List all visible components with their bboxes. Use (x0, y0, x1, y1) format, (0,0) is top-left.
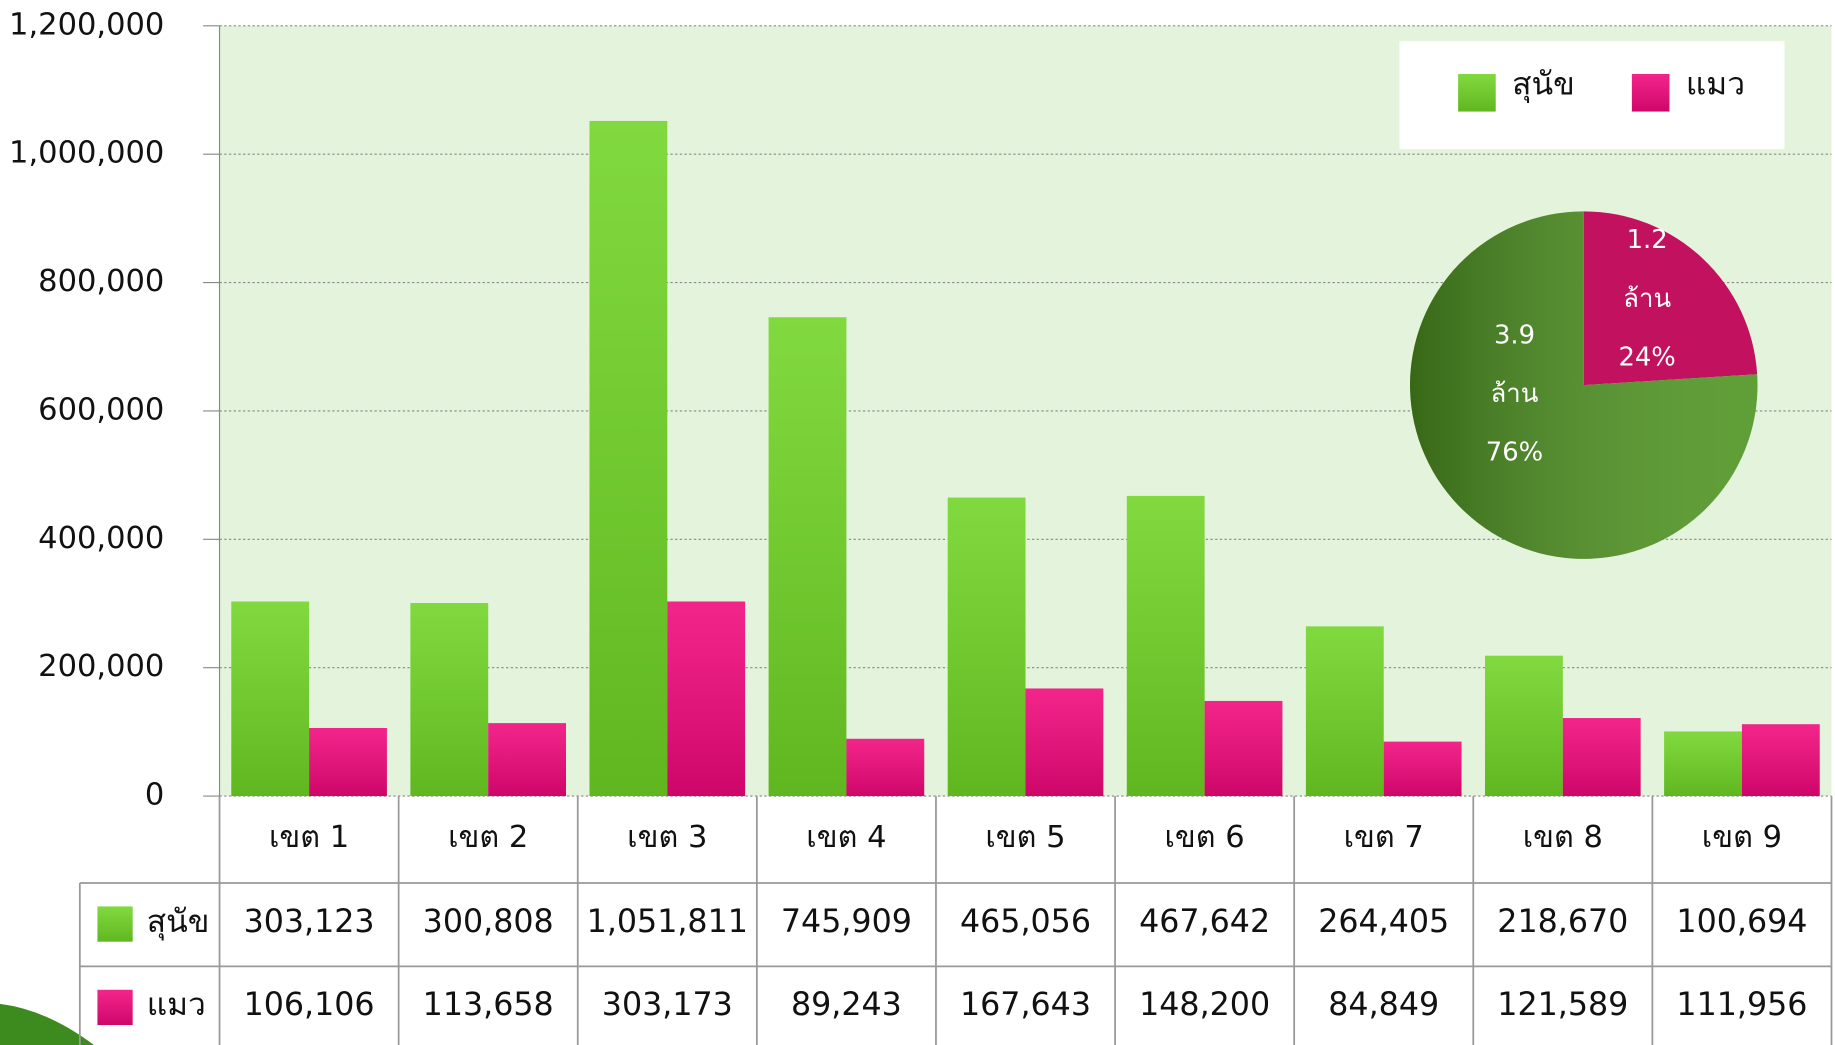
bar-shade (1026, 688, 1104, 796)
table-cell: 465,056 (960, 904, 1091, 940)
y-tick-label: 0 (145, 778, 164, 813)
bar-shade (1205, 701, 1283, 796)
table-cell: 84,849 (1328, 987, 1439, 1023)
bar-shade (1664, 731, 1742, 796)
x-tick-label: เขต 1 (269, 820, 349, 855)
x-tick-label: เขต 8 (1523, 820, 1603, 855)
table-cell: 113,658 (423, 987, 554, 1023)
table-row-label: สุนัข (147, 904, 210, 941)
table-cell: 100,694 (1676, 904, 1807, 940)
table-cell: 745,909 (781, 904, 912, 940)
bar-shade (769, 317, 847, 796)
y-tick-label: 200,000 (38, 649, 164, 684)
bar-shade (231, 602, 309, 797)
bar-shade (1742, 724, 1820, 796)
swatch-shade (97, 990, 132, 1025)
bar-shade (488, 723, 566, 796)
table-row-label: แมว (147, 987, 206, 1023)
x-tick-label: เขต 9 (1702, 820, 1782, 855)
pie-percent: 24% (1618, 343, 1675, 373)
bar-shade (1563, 718, 1641, 796)
bar-shade (1384, 742, 1462, 796)
bar-shade (948, 498, 1026, 797)
table-cell: 303,123 (244, 904, 375, 940)
pie-percent: 76% (1486, 438, 1543, 468)
pie-amount: 1.2 (1627, 225, 1668, 255)
table-cell: 300,808 (423, 904, 554, 940)
x-tick-label: เขต 6 (1164, 820, 1244, 855)
pie-unit: ล้าน (1623, 284, 1671, 314)
x-tick-label: เขต 3 (627, 820, 707, 855)
y-tick-label: 800,000 (38, 264, 164, 299)
x-tick-label: เขต 4 (806, 820, 886, 855)
pie-unit: ล้าน (1491, 379, 1539, 409)
y-tick-label: 600,000 (38, 392, 164, 427)
chart: 0 200,000 400,000 600,000 800,000 1,000,000 1,… (0, 0, 1835, 1045)
bar-shade (410, 603, 488, 796)
table-cell: 264,405 (1318, 904, 1449, 940)
table-cell: 111,956 (1676, 987, 1807, 1023)
bar-shade (846, 739, 924, 796)
bar-shade (1306, 626, 1384, 796)
swatch-shade (97, 906, 132, 941)
bar-shade (309, 728, 387, 796)
page: {"chart_data": [ {"type": "bar", "catego… (0, 0, 1835, 1045)
table-cell: 89,243 (791, 987, 902, 1023)
y-tick-label: 1,000,000 (9, 136, 164, 171)
bar-shade (589, 121, 667, 796)
y-tick-label: 1,200,000 (9, 7, 164, 42)
y-tick-label: 400,000 (38, 521, 164, 556)
bar-shade (667, 601, 745, 796)
x-tick-label: เขต 2 (448, 820, 528, 855)
legend-label: สุนัข (1512, 67, 1575, 104)
x-tick-label: เขต 5 (985, 820, 1065, 855)
bar-shade (1127, 496, 1205, 796)
swatch-shade (1458, 74, 1496, 112)
legend-label: แมว (1686, 67, 1745, 103)
table-cell: 1,051,811 (587, 904, 748, 940)
x-tick-label: เขต 7 (1344, 820, 1424, 855)
swatch-shade (1632, 74, 1670, 112)
pie-amount: 3.9 (1494, 320, 1535, 350)
table-cell: 467,642 (1139, 904, 1270, 940)
table-cell: 218,670 (1497, 904, 1628, 940)
bar-shade (1485, 656, 1563, 796)
table-cell: 167,643 (960, 987, 1091, 1023)
table-cell: 148,200 (1139, 987, 1270, 1023)
table-cell: 303,173 (602, 987, 733, 1023)
table-cell: 106,106 (244, 987, 375, 1023)
table-cell: 121,589 (1497, 987, 1628, 1023)
